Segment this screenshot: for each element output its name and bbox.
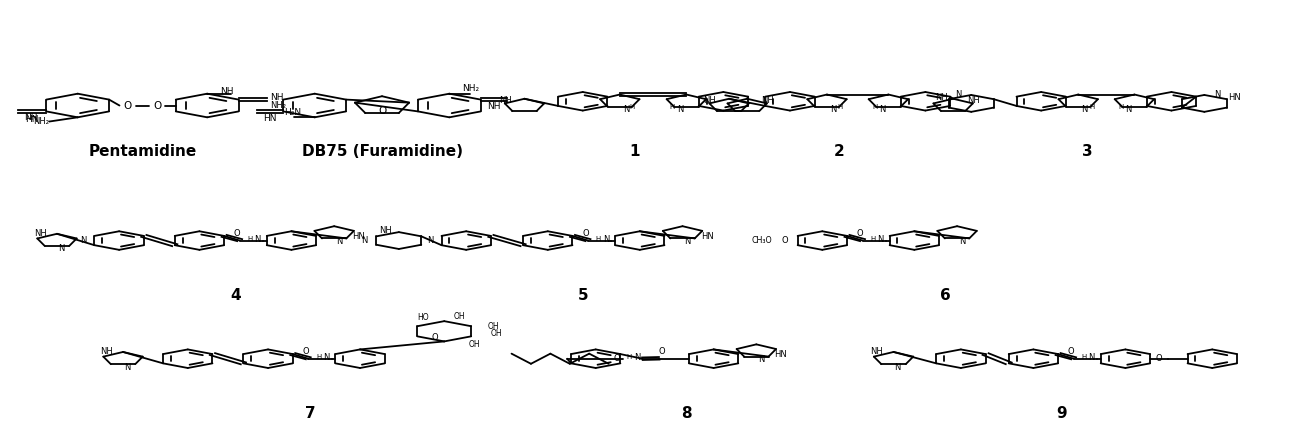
- Text: O: O: [123, 101, 131, 110]
- Text: H: H: [838, 104, 843, 110]
- Text: H: H: [596, 236, 601, 242]
- Text: N: N: [1089, 353, 1096, 362]
- Text: O: O: [658, 347, 666, 356]
- Text: O: O: [1156, 354, 1163, 363]
- Text: H: H: [629, 104, 635, 110]
- Text: N: N: [361, 236, 368, 245]
- Text: OH: OH: [469, 340, 480, 349]
- Text: N: N: [830, 105, 837, 114]
- Text: NH₂: NH₂: [462, 84, 479, 93]
- Text: N: N: [895, 363, 900, 372]
- Text: 9: 9: [1057, 406, 1067, 421]
- Text: N: N: [80, 236, 87, 245]
- Text: N: N: [337, 237, 343, 246]
- Text: NH₂: NH₂: [34, 118, 49, 126]
- Text: N: N: [324, 353, 330, 362]
- Text: NH: NH: [269, 93, 284, 102]
- Text: OH: OH: [455, 312, 466, 321]
- Text: NH: NH: [499, 96, 512, 105]
- Text: O: O: [302, 347, 310, 356]
- Text: 2: 2: [834, 144, 844, 159]
- Text: N: N: [878, 235, 884, 244]
- Text: H: H: [1089, 104, 1094, 110]
- Text: N: N: [623, 105, 629, 114]
- Text: N: N: [1215, 90, 1220, 99]
- Text: N: N: [879, 105, 886, 114]
- Text: HO: HO: [417, 313, 429, 321]
- Text: N: N: [1125, 105, 1132, 114]
- Text: H: H: [247, 236, 253, 242]
- Text: O: O: [233, 229, 241, 238]
- Text: N: N: [427, 236, 434, 245]
- Text: HN: HN: [1228, 93, 1241, 102]
- Text: H: H: [670, 104, 675, 110]
- Text: NH: NH: [379, 226, 392, 235]
- Text: HN: HN: [701, 232, 714, 241]
- Text: Pentamidine: Pentamidine: [88, 144, 197, 159]
- Text: N: N: [255, 235, 262, 244]
- Text: H: H: [870, 236, 875, 242]
- Text: 7: 7: [306, 406, 316, 421]
- Text: HN: HN: [352, 232, 365, 241]
- Text: N: N: [603, 235, 610, 244]
- Text: NH: NH: [220, 87, 233, 96]
- Text: OH: OH: [488, 322, 500, 331]
- Text: 8: 8: [681, 406, 692, 421]
- Text: H: H: [1119, 104, 1124, 110]
- Text: NH: NH: [100, 347, 113, 357]
- Text: N: N: [1081, 105, 1088, 114]
- Text: H: H: [873, 104, 878, 110]
- Text: O: O: [613, 354, 620, 363]
- Text: N: N: [685, 237, 692, 246]
- Text: HN: HN: [774, 350, 787, 359]
- Text: O: O: [154, 101, 162, 110]
- Text: HN: HN: [26, 115, 39, 124]
- Text: O: O: [581, 229, 589, 238]
- Text: NH: NH: [703, 96, 716, 105]
- Text: H: H: [1081, 354, 1087, 360]
- Text: HN: HN: [264, 114, 277, 123]
- Text: DB75 (Furamidine): DB75 (Furamidine): [302, 144, 462, 159]
- Text: H₂N: H₂N: [285, 108, 302, 117]
- Text: CH₃O: CH₃O: [751, 236, 772, 245]
- Text: NH: NH: [761, 96, 774, 105]
- Text: H: H: [627, 354, 632, 360]
- Text: O: O: [431, 333, 438, 342]
- Text: NH: NH: [25, 113, 38, 122]
- Text: 1: 1: [629, 144, 640, 159]
- Text: H: H: [316, 354, 321, 360]
- Text: N: N: [58, 244, 63, 253]
- Text: OH: OH: [491, 329, 502, 338]
- Text: N: N: [956, 90, 961, 99]
- Text: O: O: [378, 107, 386, 116]
- Text: NH: NH: [34, 229, 47, 238]
- Text: O: O: [1067, 347, 1075, 356]
- Text: 3: 3: [1083, 144, 1093, 159]
- Text: N: N: [960, 237, 966, 246]
- Text: O: O: [782, 236, 789, 245]
- Text: NH: NH: [935, 93, 948, 102]
- Text: NH: NH: [870, 347, 883, 357]
- Text: NH: NH: [967, 96, 980, 105]
- Text: NH: NH: [487, 102, 500, 111]
- Text: 6: 6: [940, 288, 951, 303]
- Text: N: N: [124, 363, 130, 372]
- Text: N: N: [759, 355, 765, 364]
- Text: O: O: [856, 229, 864, 238]
- Text: N: N: [635, 353, 641, 362]
- Text: 5: 5: [578, 288, 588, 303]
- Text: NH₂: NH₂: [269, 101, 286, 110]
- Text: 4: 4: [231, 288, 241, 303]
- Text: N: N: [677, 105, 684, 114]
